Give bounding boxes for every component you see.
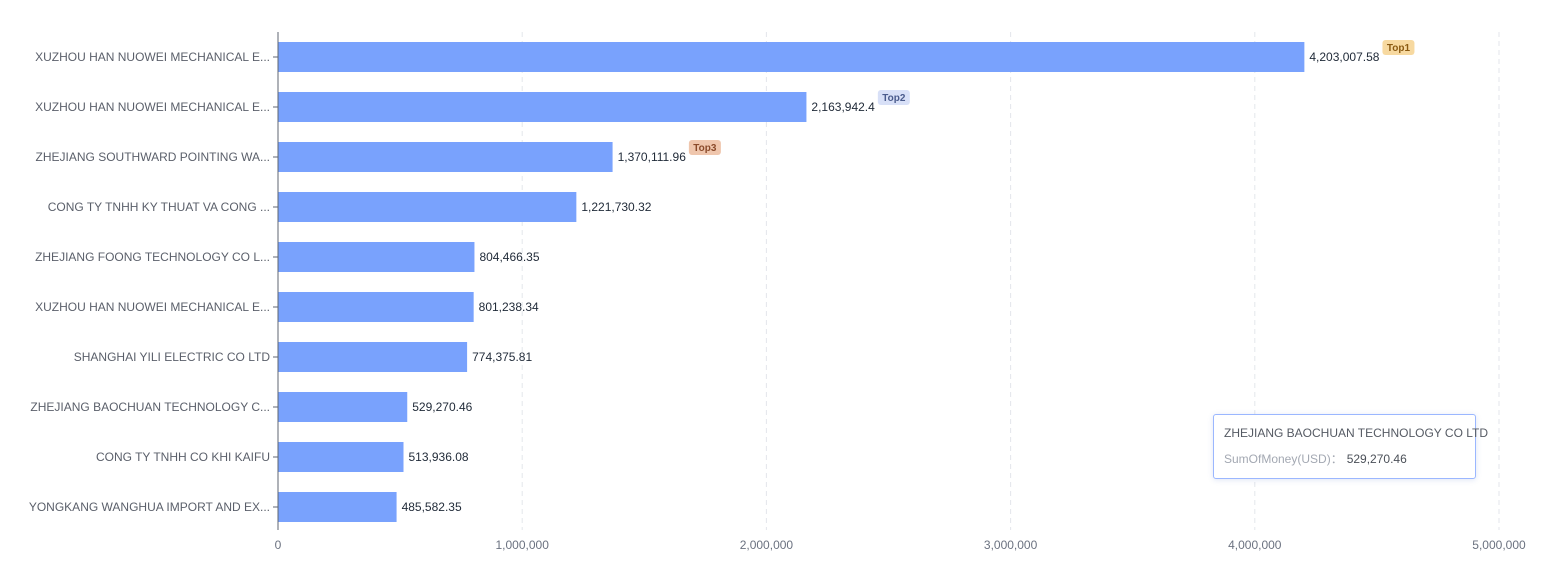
value-label: 1,370,111.96 xyxy=(618,150,687,164)
category-label: CONG TY TNHH KY THUAT VA CONG ... xyxy=(48,200,270,214)
tooltip-row: SumOfMoney(USD)： 529,270.46 xyxy=(1224,450,1465,467)
x-tick-label: 4,000,000 xyxy=(1228,538,1282,552)
rank-badge-text: Top2 xyxy=(882,93,906,104)
x-tick-label: 1,000,000 xyxy=(496,538,550,552)
bar xyxy=(278,292,474,322)
bar xyxy=(278,192,577,222)
rank-badge-bg xyxy=(688,140,721,155)
value-label: 485,582.35 xyxy=(402,500,462,514)
bar xyxy=(278,242,475,272)
value-label: 513,936.08 xyxy=(409,450,469,464)
bar xyxy=(278,342,468,372)
category-label: XUZHOU HAN NUOWEI MECHANICAL E... xyxy=(35,50,270,64)
bars xyxy=(278,42,1305,522)
category-label: SHANGHAI YILI ELECTRIC CO LTD xyxy=(74,350,271,364)
category-label: ZHEJIANG BAOCHUAN TECHNOLOGY C... xyxy=(30,400,270,414)
bar xyxy=(278,142,613,172)
value-label: 529,270.46 xyxy=(412,400,472,414)
rank-badge-text: Top1 xyxy=(1387,43,1411,54)
category-label: ZHEJIANG FOONG TECHNOLOGY CO L... xyxy=(35,250,270,264)
tooltip-value: 529,270.46 xyxy=(1346,452,1407,466)
bar xyxy=(278,492,397,522)
axes xyxy=(273,32,279,530)
x-tick-label: 2,000,000 xyxy=(740,538,794,552)
bar xyxy=(278,442,404,472)
rank-badge: Top3 xyxy=(688,140,721,155)
category-label: CONG TY TNHH CO KHI KAIFU xyxy=(96,450,270,464)
tooltip-title: ZHEJIANG BAOCHUAN TECHNOLOGY CO LTD xyxy=(1224,426,1489,440)
rank-badge-bg xyxy=(877,90,910,105)
category-label: XUZHOU HAN NUOWEI MECHANICAL E... xyxy=(35,100,270,114)
rank-badge-bg xyxy=(1382,40,1415,55)
rank-badge: Top1 xyxy=(1382,40,1415,55)
value-label: 801,238.34 xyxy=(479,300,539,314)
tooltip: ZHEJIANG BAOCHUAN TECHNOLOGY CO LTD SumO… xyxy=(1213,414,1489,479)
rank-badge-text: Top3 xyxy=(693,143,717,154)
bar xyxy=(278,42,1305,72)
rank-badge: Top2 xyxy=(877,90,910,105)
bar xyxy=(278,92,807,122)
category-label: ZHEJIANG SOUTHWARD POINTING WA... xyxy=(36,150,270,164)
labels: 0 1,000,000 2,000,000 3,000,000 4,000,000 5,0… xyxy=(29,40,1526,552)
value-label: 1,221,730.32 xyxy=(581,200,651,214)
bar xyxy=(278,392,408,422)
value-label: 774,375.81 xyxy=(472,350,532,364)
category-label: XUZHOU HAN NUOWEI MECHANICAL E... xyxy=(35,300,270,314)
value-label: 804,466.35 xyxy=(479,250,539,264)
x-tick-label: 0 xyxy=(275,538,282,552)
x-tick-label: 3,000,000 xyxy=(984,538,1038,552)
x-tick-label: 5,000,000 xyxy=(1472,538,1526,552)
value-label: 4,203,007.58 xyxy=(1309,50,1379,64)
tooltip-key: SumOfMoney(USD)： xyxy=(1224,452,1343,466)
value-label: 2,163,942.4 xyxy=(811,100,875,114)
category-label: YONGKANG WANGHUA IMPORT AND EX... xyxy=(29,500,270,514)
